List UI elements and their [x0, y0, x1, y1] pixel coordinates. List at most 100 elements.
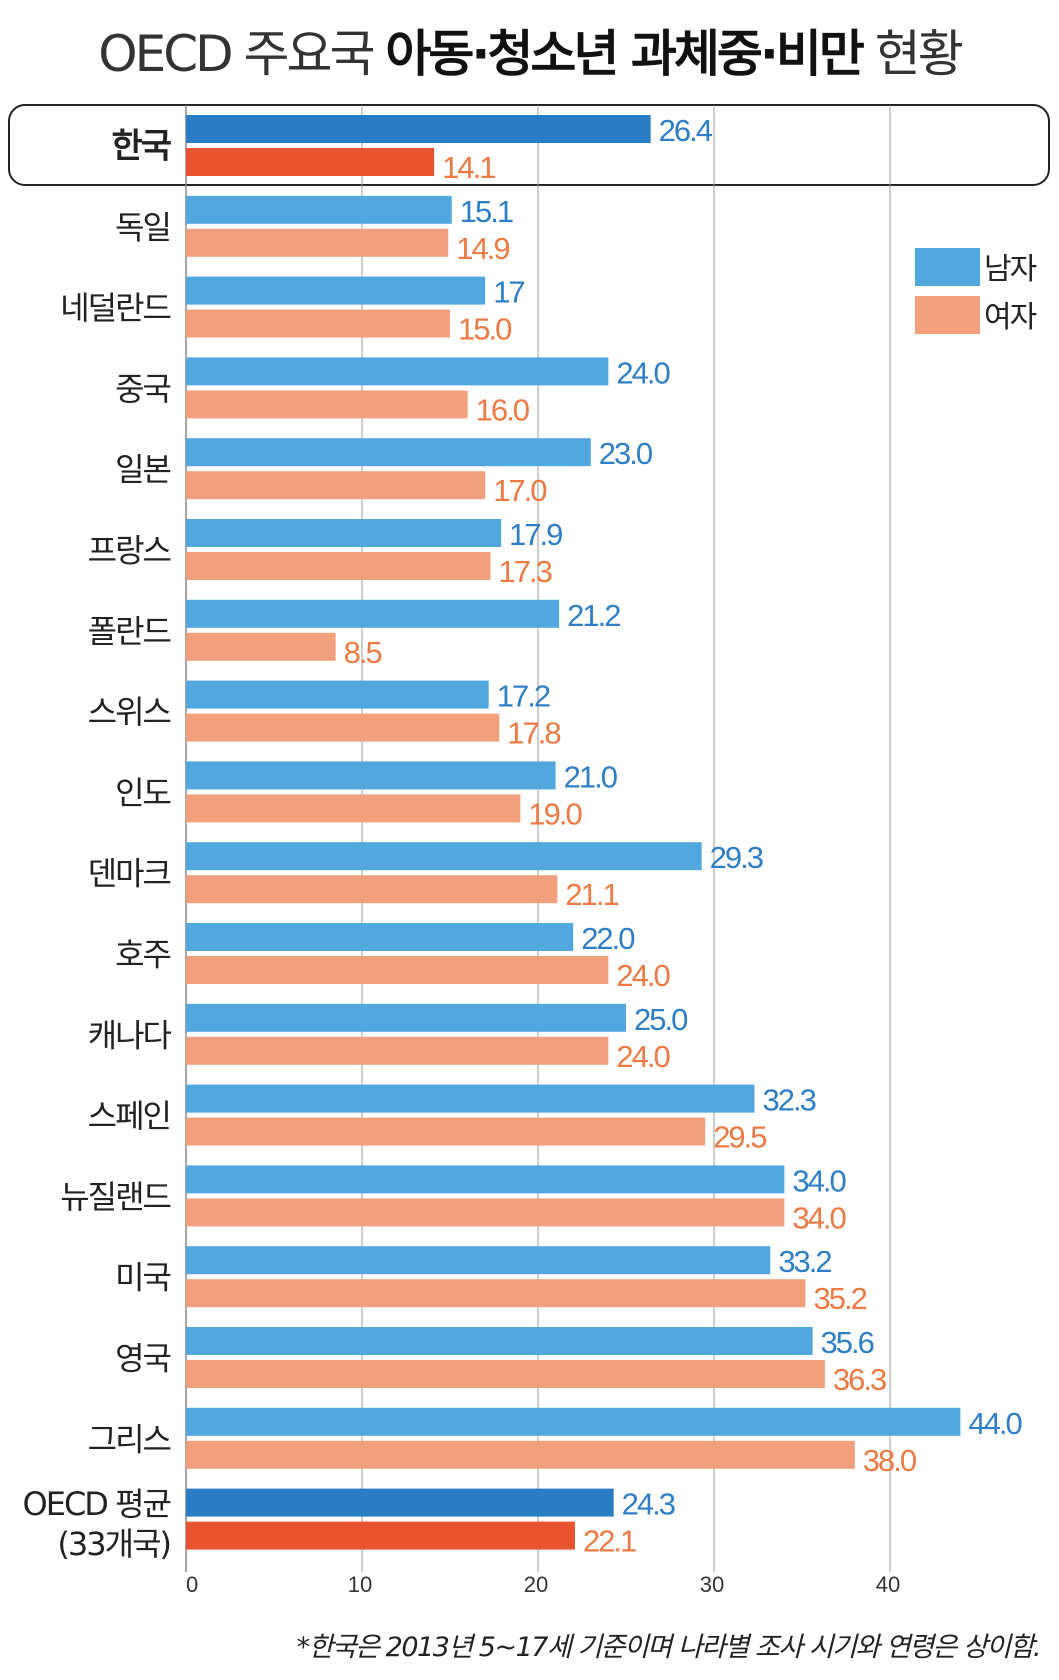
category-label: 중국 [115, 370, 170, 408]
bar-female [186, 1440, 855, 1469]
bar-female [186, 875, 558, 904]
bar-female [186, 148, 435, 176]
value-label-female: 24.0 [616, 958, 670, 993]
category-label: 한국 [111, 127, 171, 167]
bar-female [186, 390, 468, 419]
title-part3: 현황 [874, 25, 964, 83]
highlight-box [8, 104, 1050, 186]
category-label: 폴란드 [88, 612, 171, 650]
bar-male [186, 115, 651, 143]
bar-female [186, 956, 609, 984]
x-tick-label: 10 [348, 1572, 372, 1597]
bar-male [186, 1327, 813, 1355]
bar-female [186, 309, 450, 338]
value-label-female: 22.1 [583, 1524, 636, 1559]
bar-male [186, 761, 556, 790]
bar-female [186, 794, 521, 823]
value-label-female: 24.0 [616, 1039, 670, 1074]
legend-label-female: 여자 [984, 300, 1037, 335]
value-label-male: 44.0 [968, 1406, 1022, 1441]
value-label-male: 34.0 [792, 1163, 846, 1198]
bar-male [186, 1084, 755, 1113]
value-label-male: 23.0 [599, 436, 653, 471]
category-label: 인도 [115, 774, 170, 812]
title-part2: 아동·청소년 과체중·비만 [385, 25, 864, 83]
bar-male [186, 1003, 626, 1032]
x-tick-label: 40 [876, 1572, 900, 1597]
category-label: 스위스 [88, 693, 171, 731]
category-label: 그리스 [88, 1420, 171, 1458]
category-label: 네덜란드 [60, 289, 170, 327]
legend-label-male: 남자 [984, 252, 1037, 287]
value-label-male: 21.0 [564, 759, 618, 794]
category-label: 덴마크 [88, 855, 171, 893]
bar-female [186, 1198, 785, 1227]
category-label: 영국 [115, 1340, 170, 1378]
value-label-male: 33.2 [778, 1244, 831, 1279]
bar-female [186, 228, 449, 257]
bar-female [186, 1036, 609, 1065]
value-label-female: 14.1 [442, 150, 495, 185]
category-label: OECD 평균 [23, 1485, 171, 1523]
bar-male [186, 599, 560, 628]
x-tick-label: 20 [524, 1572, 548, 1597]
bar-female [186, 1117, 706, 1146]
category-label: 독일 [115, 208, 170, 246]
value-label-male: 17.2 [497, 679, 550, 714]
value-label-male: 22.0 [581, 921, 635, 956]
footnote: *한국은 2013년 5~17세 기준이며 나라별 조사 시기와 연령은 상이함… [296, 1632, 1042, 1663]
value-label-female: 17.8 [507, 716, 560, 751]
bar-female [186, 632, 336, 661]
title-part1: OECD 주요국 [98, 25, 375, 83]
value-label-male: 24.0 [616, 355, 670, 390]
category-label: 스페인 [88, 1097, 170, 1135]
category-label: 프랑스 [88, 532, 171, 570]
bar-male [186, 842, 702, 871]
category-label: 일본 [115, 451, 170, 489]
bar-female [186, 1360, 825, 1388]
legend-swatch-male [915, 248, 980, 286]
category-label: 미국 [115, 1259, 170, 1297]
bar-male [186, 923, 574, 951]
value-label-female: 8.5 [344, 635, 382, 670]
value-label-female: 17.0 [493, 473, 547, 508]
bar-female [186, 713, 500, 742]
value-label-female: 34.0 [792, 1200, 846, 1235]
bar-male [186, 195, 452, 224]
bar-male [186, 1165, 785, 1194]
bar-male [186, 357, 609, 386]
bar-male [186, 1488, 614, 1517]
value-label-female: 19.0 [528, 796, 582, 831]
category-label: 캐나다 [88, 1016, 172, 1054]
value-label-male: 29.3 [710, 840, 763, 875]
value-label-female: 15.0 [458, 312, 512, 347]
value-label-female: 29.5 [713, 1120, 766, 1155]
value-label-male: 24.3 [622, 1487, 675, 1522]
bar-male [186, 438, 591, 467]
category-label: 뉴질랜드 [60, 1178, 170, 1216]
bar-male [186, 519, 502, 547]
value-label-female: 38.0 [863, 1443, 917, 1478]
value-label-female: 21.1 [565, 877, 618, 912]
value-label-male: 17.9 [509, 517, 562, 552]
value-label-male: 25.0 [634, 1002, 688, 1037]
value-label-female: 16.0 [476, 392, 530, 427]
bar-female [186, 552, 491, 580]
chart-title: OECD 주요국 아동·청소년 과체중·비만 현황 [0, 14, 1059, 86]
value-label-female: 35.2 [814, 1281, 867, 1316]
value-label-male: 21.2 [567, 598, 620, 633]
value-label-male: 35.6 [821, 1325, 874, 1360]
bar-male [186, 1407, 961, 1436]
category-label: 호주 [115, 936, 170, 974]
bar-female [186, 471, 486, 500]
bar-male [186, 276, 486, 305]
value-label-female: 36.3 [833, 1362, 886, 1397]
category-label: (33개국) [57, 1525, 170, 1563]
value-label-female: 14.9 [456, 231, 509, 266]
x-tick-label: 0 [186, 1572, 198, 1597]
bar-female [186, 1521, 575, 1550]
value-label-male: 17 [493, 275, 524, 310]
x-tick-label: 30 [700, 1572, 724, 1597]
bar-male [186, 680, 489, 709]
